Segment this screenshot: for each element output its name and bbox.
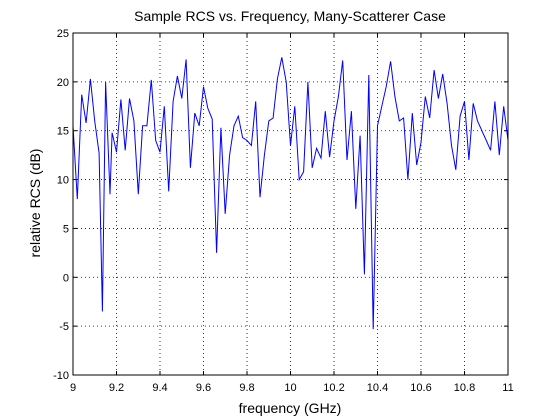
x-tick-label: 11 [502, 382, 513, 394]
x-tick-label: 9.8 [239, 382, 254, 394]
y-tick-label: 5 [63, 223, 69, 235]
x-tick-label: 10.2 [323, 382, 344, 394]
x-tick-label: 10.6 [410, 382, 431, 394]
x-tick-label: 9.4 [152, 382, 167, 394]
y-tick-labels: -10 -5 0 5 10 15 20 25 [53, 28, 69, 382]
rcs-series-line [72, 57, 509, 330]
x-tick-label: 10.4 [367, 382, 388, 394]
plot-area-frame [72, 32, 509, 376]
y-tick-label: 0 [63, 272, 69, 284]
y-tick-label: -10 [53, 370, 69, 382]
x-tick-label: 10.8 [454, 382, 475, 394]
grid-lines [73, 33, 508, 375]
x-tick-label: 9.2 [109, 382, 124, 394]
chart-title: Sample RCS vs. Frequency, Many-Scatterer… [134, 8, 446, 24]
x-tick-label: 10 [284, 382, 296, 394]
x-tick-labels: 9 9.2 9.4 9.6 9.8 10 10.2 10.4 10.6 10.8 11 [70, 382, 514, 394]
x-tick-label: 9.6 [196, 382, 211, 394]
y-tick-label: 25 [57, 28, 69, 40]
y-tick-label: -5 [59, 321, 69, 333]
x-axis-label: frequency (GHz) [239, 400, 342, 416]
y-axis-label: relative RCS (dB) [27, 149, 43, 258]
x-tick-label: 9 [70, 382, 76, 394]
y-tick-label: 20 [57, 77, 69, 89]
y-tick-label: 10 [57, 175, 69, 187]
y-tick-label: 15 [57, 126, 69, 138]
